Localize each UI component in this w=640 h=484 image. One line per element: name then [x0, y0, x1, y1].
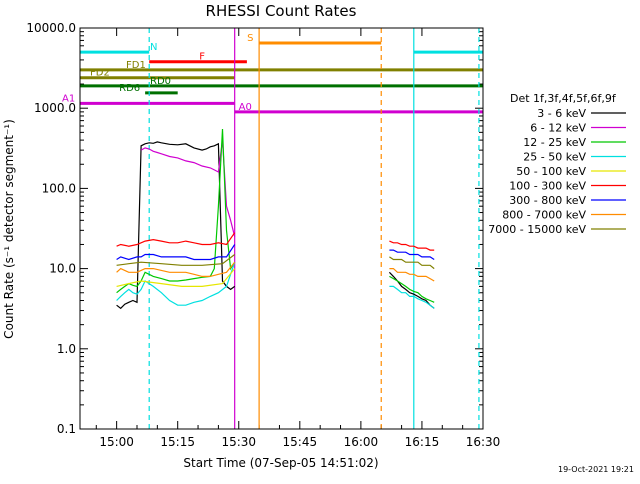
legend-label: 300 - 800 keV [509, 194, 586, 207]
legend-label: 3 - 6 keV [537, 107, 586, 120]
state-label-fd1: FD1 [126, 60, 146, 71]
series-line-segment [389, 285, 435, 309]
series-line [116, 254, 236, 266]
x-tick-label: 16:00 [344, 435, 379, 449]
series-line [116, 244, 236, 261]
state-label-a1: A1 [62, 93, 75, 104]
y-tick-label: 100.0 [42, 181, 76, 195]
y-tick-label: 0.1 [57, 422, 76, 436]
chart-title: RHESSI Count Rates [206, 2, 357, 20]
x-tick-label: 16:30 [466, 435, 501, 449]
x-tick-label: 15:00 [99, 435, 134, 449]
data-series [116, 128, 435, 310]
series-line [116, 141, 236, 310]
state-label-n: N [150, 42, 157, 53]
legend: Det 1f,3f,4f,5f,6f,9f 3 - 6 keV 6 - 12 ke… [488, 92, 626, 236]
legend-title: Det 1f,3f,4f,5f,6f,9f [510, 92, 617, 105]
state-label-s: S [247, 33, 253, 44]
series-line-segment [389, 268, 435, 282]
legend-label: 25 - 50 keV [523, 151, 586, 164]
timestamp: 19-Oct-2021 19:21 [558, 465, 634, 474]
y-tick-label: 10000.0 [26, 21, 76, 35]
x-tick-label: 15:45 [283, 435, 318, 449]
y-tick-label: 10.0 [49, 262, 76, 276]
legend-label: 50 - 100 keV [516, 165, 586, 178]
state-label-rd0: RD0 [150, 76, 171, 87]
state-label-f: F [199, 52, 205, 63]
series-line [116, 262, 236, 306]
state-bars: N S F FD1 FD2 RD0 RD6 A1 A0 [62, 33, 483, 114]
state-label-fd2: FD2 [90, 68, 110, 79]
series-line-segment [389, 256, 435, 270]
x-tick-label: 16:15 [405, 435, 440, 449]
series-line-segment [389, 240, 435, 251]
series-line-segment [389, 249, 435, 261]
legend-label: 100 - 300 keV [509, 180, 586, 193]
series-line [116, 232, 236, 247]
series-line-segment [389, 275, 435, 303]
state-label-rd6: RD6 [119, 83, 140, 94]
y-axis-label: Count Rate (s⁻¹ detector segment⁻¹) [2, 119, 16, 339]
plot-frame [79, 27, 484, 430]
y-tick-label: 1.0 [57, 342, 76, 356]
axis-ticks: 0.1 1.0 10.0 100.0 1000.0 10000.0 15:00 15:15 15… [26, 21, 500, 449]
y-tick-label: 1000.0 [34, 101, 76, 115]
legend-label: 12 - 25 keV [523, 136, 586, 149]
series-line [116, 261, 236, 277]
legend-label: 800 - 7000 keV [502, 209, 586, 222]
series-line [116, 268, 236, 287]
x-tick-label: 15:30 [221, 435, 256, 449]
legend-label: 7000 - 15000 keV [488, 223, 586, 236]
vertical-markers [148, 28, 480, 429]
legend-label: 6 - 12 keV [530, 122, 586, 135]
x-tick-label: 15:15 [160, 435, 195, 449]
series-line [116, 128, 236, 294]
x-axis-label: Start Time (07-Sep-05 14:51:02) [183, 456, 378, 470]
state-label-a0: A0 [239, 102, 252, 113]
